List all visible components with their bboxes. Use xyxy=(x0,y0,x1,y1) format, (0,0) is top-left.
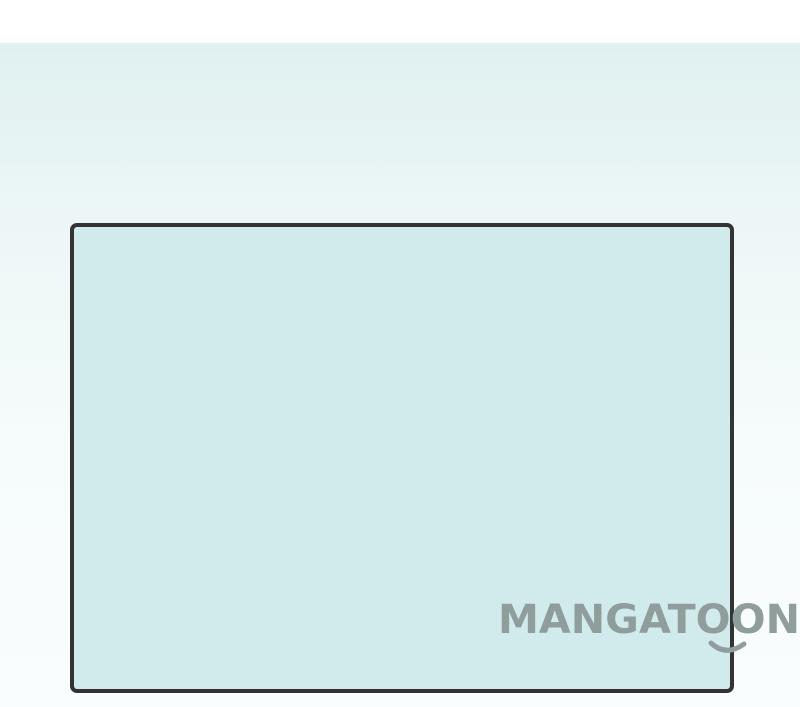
empty-comic-panel xyxy=(70,223,734,693)
watermark-text: MANGATOON xyxy=(498,597,800,643)
mangatoon-watermark-logo: MANGATOON xyxy=(498,587,800,657)
watermark-svg: MANGATOON xyxy=(498,597,800,653)
top-white-strip xyxy=(0,0,800,43)
watermark-smile-icon xyxy=(708,640,747,653)
